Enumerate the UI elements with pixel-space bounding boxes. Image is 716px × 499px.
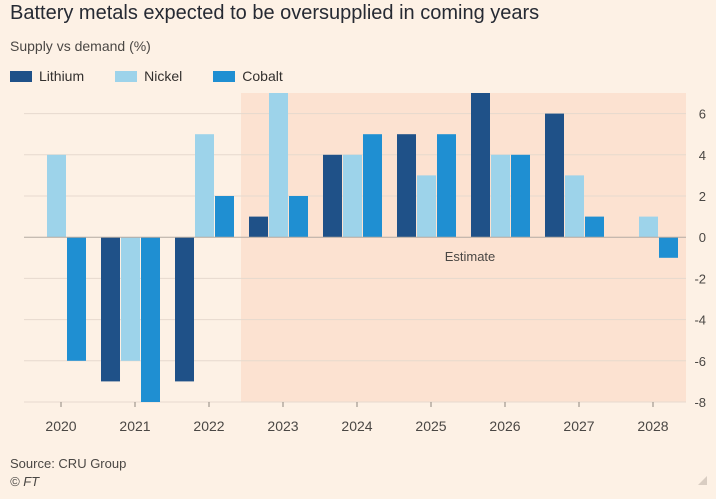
bar-nickel-2028: [639, 216, 658, 238]
legend-label-nickel: Nickel: [144, 68, 183, 84]
chart-subtitle: Supply vs demand (%): [10, 38, 151, 54]
bar-lithium-2027: [545, 113, 564, 238]
y-tick-label--8: -8: [694, 395, 706, 410]
y-tick-label-0: 0: [699, 230, 706, 245]
bar-cobalt-2026: [511, 154, 530, 238]
x-tick-label-2022: 2022: [193, 418, 224, 434]
legend-swatch-cobalt: [213, 70, 236, 82]
x-tick-label-2020: 2020: [45, 418, 76, 434]
legend: Lithium Nickel Cobalt: [10, 68, 314, 84]
bar-nickel-2021: [121, 237, 140, 361]
x-tick-label-2026: 2026: [489, 418, 520, 434]
bar-nickel-2023: [269, 93, 288, 238]
x-tick-label-2027: 2027: [563, 418, 594, 434]
estimate-label: Estimate: [445, 249, 496, 264]
chart-title: Battery metals expected to be oversuppli…: [10, 2, 540, 24]
bar-cobalt-2021: [141, 237, 160, 402]
bar-cobalt-2020: [67, 237, 86, 361]
bar-cobalt-2025: [437, 134, 456, 238]
bar-lithium-2024: [323, 154, 342, 238]
copyright-note: © FT: [10, 474, 40, 489]
bar-lithium-2025: [397, 134, 416, 238]
bar-cobalt-2023: [289, 196, 308, 238]
legend-item-lithium: Lithium: [10, 68, 84, 84]
bar-lithium-2021: [101, 237, 120, 382]
legend-item-nickel: Nickel: [115, 68, 182, 84]
bar-cobalt-2024: [363, 134, 382, 238]
y-tick-label--2: -2: [694, 271, 706, 286]
bar-lithium-2023: [249, 216, 268, 238]
y-tick-label--6: -6: [694, 354, 706, 369]
bar-cobalt-2027: [585, 216, 604, 238]
y-tick-label-4: 4: [699, 148, 706, 163]
bar-nickel-2022: [195, 134, 214, 238]
legend-item-cobalt: Cobalt: [213, 68, 283, 84]
legend-label-lithium: Lithium: [39, 68, 85, 84]
x-tick-label-2028: 2028: [637, 418, 668, 434]
legend-swatch-nickel: [115, 70, 138, 82]
legend-swatch-lithium: [10, 70, 32, 82]
bar-nickel-2025: [417, 175, 436, 238]
y-tick-label--4: -4: [694, 313, 706, 328]
bar-lithium-2022: [175, 237, 194, 382]
x-tick-label-2023: 2023: [267, 418, 298, 434]
source-note: Source: CRU Group: [10, 456, 127, 471]
x-tick-label-2025: 2025: [415, 418, 446, 434]
x-tick-label-2021: 2021: [119, 418, 150, 434]
x-tick-label-2024: 2024: [341, 418, 372, 434]
bar-cobalt-2028: [659, 237, 678, 258]
legend-label-cobalt: Cobalt: [242, 68, 283, 84]
y-tick-label-6: 6: [699, 107, 706, 122]
y-tick-label-2: 2: [699, 189, 706, 204]
bar-cobalt-2022: [215, 196, 234, 238]
estimate-band: [241, 93, 686, 402]
bar-nickel-2026: [491, 154, 510, 238]
bar-nickel-2027: [565, 175, 584, 238]
resize-corner-icon: [698, 476, 707, 485]
bar-nickel-2024: [343, 154, 362, 238]
bar-nickel-2020: [47, 154, 66, 238]
bar-lithium-2026: [471, 93, 490, 238]
